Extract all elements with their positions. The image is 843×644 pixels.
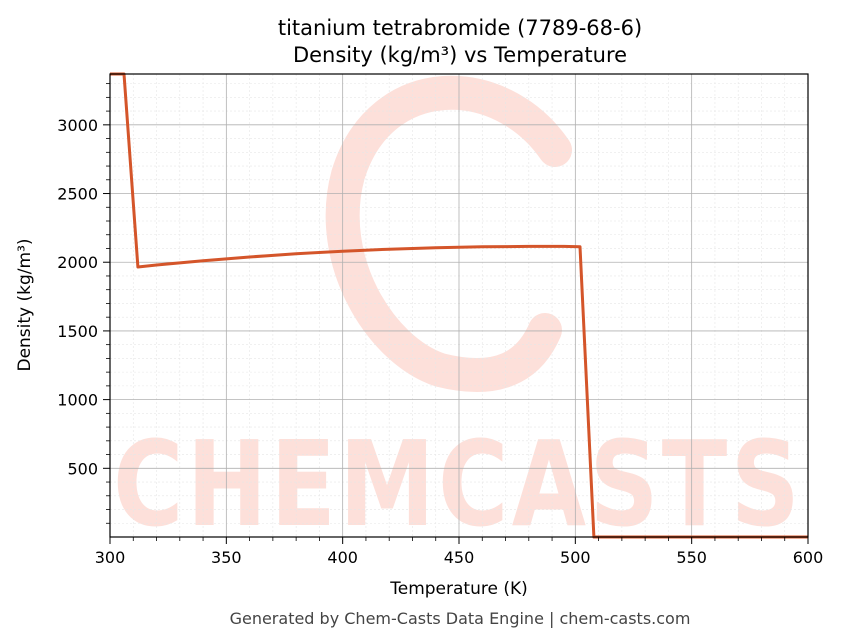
x-tick-label: 500 [560, 548, 591, 567]
y-axis-ticks: 500 1000 1500 2000 2500 3000 [57, 83, 110, 524]
y-tick-label: 2000 [57, 253, 98, 272]
chart-subtitle: Density (kg/m³) vs Temperature [293, 43, 627, 67]
x-tick-label: 350 [211, 548, 242, 567]
watermark-text: CHEMCASTS [113, 415, 803, 553]
x-axis-ticks: 300 350 400 450 500 550 600 [95, 537, 824, 567]
x-tick-label: 600 [793, 548, 824, 567]
x-tick-label: 400 [327, 548, 358, 567]
x-tick-label: 300 [95, 548, 126, 567]
chemcasts-watermark: CHEMCASTS [113, 75, 803, 553]
footer-credit: Generated by Chem-Casts Data Engine | ch… [230, 609, 691, 628]
chart-title: titanium tetrabromide (7789-68-6) [278, 16, 642, 40]
y-tick-label: 2500 [57, 185, 98, 204]
x-tick-label: 550 [676, 548, 707, 567]
y-tick-label: 1500 [57, 322, 98, 341]
x-axis-label: Temperature (K) [389, 579, 528, 599]
y-tick-label: 3000 [57, 116, 98, 135]
y-axis-label: Density (kg/m³) [15, 238, 35, 371]
x-tick-label: 450 [444, 548, 475, 567]
y-tick-label: 1000 [57, 391, 98, 410]
y-tick-label: 500 [67, 459, 98, 478]
watermark-swirl [325, 75, 572, 392]
